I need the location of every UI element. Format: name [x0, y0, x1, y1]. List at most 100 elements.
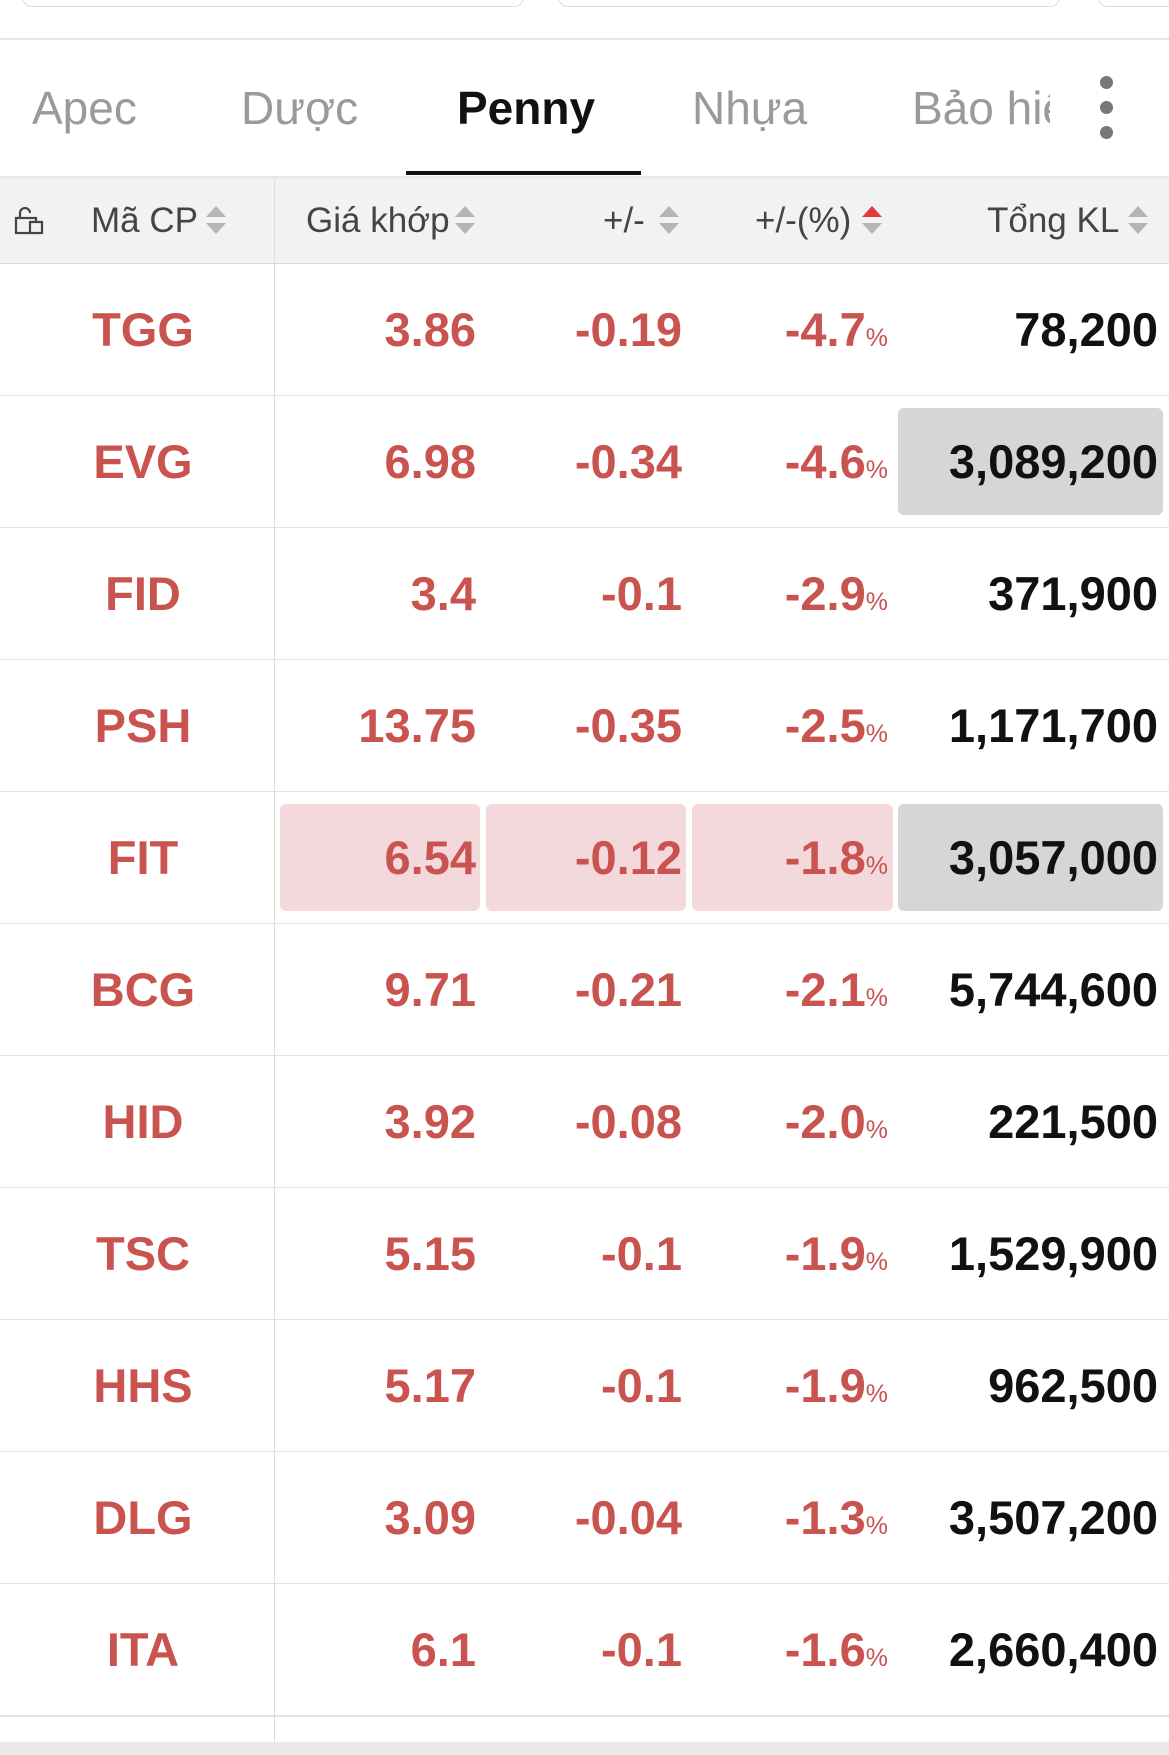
header-change[interactable]: +/- [603, 179, 645, 263]
header-change-label: +/- [603, 201, 645, 240]
match-price: 3.09 [384, 1491, 476, 1544]
price-change: -0.08 [574, 1095, 682, 1148]
header-volume[interactable]: Tổng KL [987, 179, 1119, 263]
index-card[interactable] [22, 0, 524, 7]
price-change: -0.1 [601, 567, 682, 620]
total-volume: 3,057,000 [948, 831, 1158, 884]
header-price[interactable]: Giá khớp [306, 179, 450, 263]
pct-value: -1.6 [784, 1623, 866, 1676]
price-change: -0.35 [574, 699, 682, 752]
stock-symbol: HID [102, 1095, 184, 1148]
table-row[interactable]: ITA 6.1 -0.1 -1.6% 2,660,400 [0, 1584, 1169, 1717]
pct-value: -1.9 [784, 1227, 866, 1280]
pct-unit: % [865, 1512, 888, 1540]
sort-arrows-icon[interactable] [1128, 206, 1148, 236]
tab-penny[interactable]: Penny [457, 82, 596, 134]
match-price: 3.4 [410, 567, 476, 620]
index-card[interactable] [1098, 0, 1169, 7]
stock-symbol: BCG [90, 963, 196, 1016]
price-change-pct: -2.9% [785, 528, 888, 659]
total-volume: 371,900 [988, 567, 1158, 620]
table-row[interactable]: FIT 6.54 -0.12 -1.8% 3,057,000 [0, 792, 1169, 925]
total-volume: 1,171,700 [948, 699, 1158, 752]
price-change: -0.1 [601, 1623, 682, 1676]
pct-unit: % [865, 1248, 888, 1276]
pct-value: -2.5 [784, 699, 866, 752]
price-change-pct: -1.9% [785, 1188, 888, 1319]
pct-value: -1.8 [784, 831, 866, 884]
table-row[interactable]: HHS 5.17 -0.1 -1.9% 962,500 [0, 1320, 1169, 1453]
table-row[interactable]: TGG 3.86 -0.19 -4.7% 78,200 [0, 264, 1169, 397]
pct-value: -1.3 [784, 1491, 866, 1544]
tab-apec[interactable]: Apec [32, 82, 137, 134]
sort-arrows-icon[interactable] [206, 206, 226, 236]
stock-symbol: ITA [106, 1623, 180, 1676]
index-card[interactable] [558, 0, 1060, 7]
flash-highlight [280, 804, 480, 911]
more-vertical-icon[interactable] [1086, 73, 1126, 143]
sort-arrows-icon[interactable] [659, 206, 679, 236]
lock-toggle-icon[interactable] [14, 207, 44, 235]
price-change: -0.34 [574, 435, 682, 488]
flash-highlight [898, 408, 1163, 515]
bottom-bar [0, 1742, 1169, 1755]
header-volume-label: Tổng KL [987, 201, 1120, 240]
price-change-pct: -1.8% [785, 792, 888, 923]
price-change: -0.04 [574, 1491, 682, 1544]
stock-symbol: PSH [94, 699, 192, 752]
price-change-pct: -4.7% [785, 264, 888, 395]
stock-symbol: TSC [96, 1227, 190, 1280]
tab-bao-hiem-clip: Bảo hiểm [912, 40, 1050, 176]
match-price: 5.17 [384, 1359, 476, 1412]
table-row[interactable]: PSH 13.75 -0.35 -2.5% 1,171,700 [0, 660, 1169, 793]
pct-unit: % [865, 720, 888, 748]
watchlist-tabs: Apec Dược Penny Nhựa Bảo hiểm [0, 40, 1169, 179]
sort-arrows-icon[interactable] [455, 206, 475, 236]
price-change-pct: -1.9% [785, 1320, 888, 1451]
match-price: 6.54 [384, 831, 476, 884]
price-change-pct: -1.6% [785, 1584, 888, 1715]
match-price: 13.75 [358, 699, 476, 752]
table-row[interactable]: TSC 5.15 -0.1 -1.9% 1,529,900 [0, 1188, 1169, 1321]
pct-value: -2.9 [784, 567, 866, 620]
active-tab-indicator [406, 171, 641, 175]
tab-bao-hiem[interactable]: Bảo hiểm [912, 82, 1050, 134]
pct-value: -1.9 [784, 1359, 866, 1412]
flash-highlight [692, 804, 893, 911]
table-row[interactable]: BCG 9.71 -0.21 -2.1% 5,744,600 [0, 924, 1169, 1057]
table-row[interactable]: FID 3.4 -0.1 -2.9% 371,900 [0, 528, 1169, 661]
price-change-pct: -2.0% [785, 1056, 888, 1187]
header-symbol[interactable]: Mã CP [91, 179, 198, 263]
total-volume: 1,529,900 [948, 1227, 1158, 1280]
match-price: 9.71 [384, 963, 476, 1016]
price-change: -0.12 [574, 831, 682, 884]
pct-unit: % [865, 1644, 888, 1672]
tab-nhua[interactable]: Nhựa [692, 82, 808, 134]
match-price: 6.98 [384, 435, 476, 488]
total-volume: 5,744,600 [948, 963, 1158, 1016]
total-volume: 962,500 [988, 1359, 1158, 1412]
header-change-pct-label: +/-(%) [755, 201, 852, 240]
sort-active-icon[interactable] [862, 206, 882, 236]
total-volume: 3,089,200 [948, 435, 1158, 488]
price-change-pct: -2.5% [785, 660, 888, 791]
stock-symbol: EVG [93, 435, 193, 488]
header-change-pct[interactable]: +/-(%) [755, 179, 851, 263]
stock-symbol: TGG [92, 303, 194, 356]
header-price-label: Giá khớp [306, 201, 450, 240]
stock-symbol: FID [105, 567, 181, 620]
match-price: 3.86 [384, 303, 476, 356]
price-change: -0.1 [601, 1359, 682, 1412]
tab-duoc[interactable]: Dược [241, 82, 359, 134]
table-row[interactable]: EVG 6.98 -0.34 -4.6% 3,089,200 [0, 396, 1169, 529]
total-volume: 3,507,200 [948, 1491, 1158, 1544]
top-summary-strip [0, 0, 1169, 40]
price-change: -0.21 [574, 963, 682, 1016]
header-symbol-label: Mã CP [91, 201, 198, 240]
price-change-pct: -1.3% [785, 1452, 888, 1583]
price-change-pct: -4.6% [785, 396, 888, 527]
pct-value: -2.1 [784, 963, 866, 1016]
pct-value: -4.6 [784, 435, 866, 488]
table-row[interactable]: DLG 3.09 -0.04 -1.3% 3,507,200 [0, 1452, 1169, 1585]
table-row[interactable]: HID 3.92 -0.08 -2.0% 221,500 [0, 1056, 1169, 1189]
